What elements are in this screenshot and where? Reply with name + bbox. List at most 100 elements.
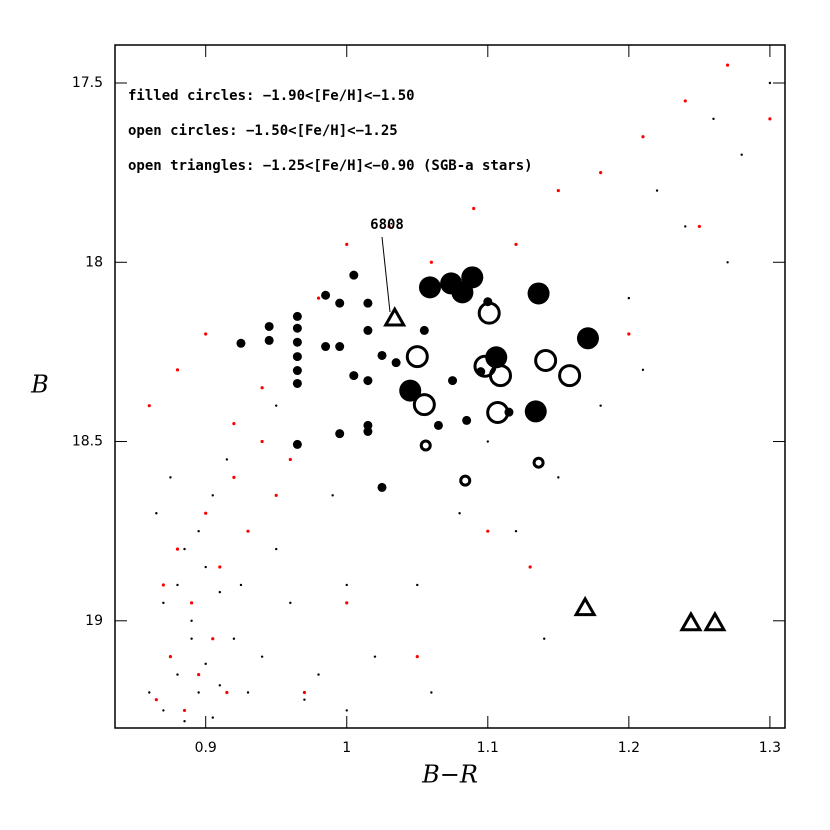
filled-circle <box>264 321 274 331</box>
filled-circle <box>264 335 274 345</box>
open-circle <box>488 364 512 388</box>
filled-circle <box>321 290 331 300</box>
field-star <box>168 655 173 659</box>
field-star <box>373 655 377 658</box>
field-star <box>204 511 208 515</box>
field-star <box>169 476 172 479</box>
filled-circle <box>292 352 302 362</box>
open-circle <box>558 364 582 388</box>
field-star <box>429 260 433 264</box>
field-star <box>189 601 194 605</box>
field-star <box>599 404 602 407</box>
field-star <box>683 99 687 103</box>
y-tick-label: 18.5 <box>72 434 103 450</box>
filled-circle <box>419 325 429 335</box>
filled-circle <box>292 378 302 388</box>
plot-frame <box>114 44 786 729</box>
field-star <box>712 117 715 121</box>
field-star <box>303 698 306 701</box>
field-star <box>204 565 207 569</box>
field-star <box>697 224 701 229</box>
field-star <box>472 206 476 211</box>
filled-circle <box>236 338 246 348</box>
field-star <box>183 547 186 551</box>
y-tick-label: 19 <box>85 613 103 629</box>
field-star <box>260 439 264 444</box>
filled-circle <box>377 350 387 360</box>
x-tick-label: 1.1 <box>477 740 499 756</box>
filled-circle <box>335 429 345 439</box>
filled-circle <box>363 298 373 308</box>
open-circle <box>419 439 432 452</box>
field-star <box>246 691 250 694</box>
field-star <box>246 529 250 533</box>
field-star <box>684 225 687 228</box>
field-star <box>176 583 179 587</box>
filled-circle <box>363 376 373 386</box>
field-star <box>225 690 229 695</box>
field-star <box>260 386 264 390</box>
field-star <box>288 457 292 462</box>
field-star <box>183 719 186 723</box>
x-axis-label: B−R <box>421 761 478 789</box>
field-star <box>726 261 729 264</box>
field-star <box>486 529 490 533</box>
cluster-label: 6808 <box>370 217 404 233</box>
field-star <box>302 690 307 695</box>
open-circle <box>405 345 429 369</box>
field-star <box>148 691 151 694</box>
filled-circle <box>335 342 345 352</box>
annotation: filled circles: −1.90<[Fe/H]<−1.50 <box>128 88 415 104</box>
field-star <box>197 672 201 677</box>
field-star <box>768 117 772 121</box>
marks <box>147 63 772 723</box>
field-star <box>274 493 278 497</box>
y-tick-label: 18 <box>85 254 103 270</box>
filled-circle <box>433 420 443 430</box>
field-star <box>162 709 165 712</box>
field-star <box>627 332 631 336</box>
field-star <box>211 637 215 641</box>
field-star <box>211 494 214 497</box>
field-star <box>543 637 546 640</box>
filled-circle <box>462 415 472 425</box>
filled-circle <box>292 323 302 333</box>
field-star <box>260 655 264 658</box>
field-star <box>627 296 631 300</box>
filled-circle <box>399 379 422 402</box>
field-star <box>162 601 165 605</box>
field-star <box>275 547 278 551</box>
field-star <box>197 691 200 694</box>
field-star <box>641 368 645 372</box>
field-star <box>416 583 419 587</box>
open-circle <box>459 474 472 487</box>
field-star <box>218 590 222 594</box>
field-star <box>317 673 320 676</box>
filled-circle <box>292 311 302 321</box>
filled-circle <box>363 325 373 335</box>
field-star <box>415 655 419 659</box>
field-star <box>218 565 222 569</box>
filled-circle <box>418 276 441 299</box>
field-star <box>232 475 236 479</box>
field-star <box>175 547 180 551</box>
open-triangle <box>383 306 407 327</box>
filled-circle <box>527 282 550 305</box>
field-star <box>232 637 236 640</box>
field-star <box>204 332 208 336</box>
x-tick-label: 1.3 <box>759 740 781 756</box>
field-star <box>599 171 603 175</box>
filled-circle <box>391 358 401 368</box>
field-star <box>430 691 433 694</box>
field-star <box>289 601 292 605</box>
field-star <box>331 494 334 497</box>
filled-circle <box>461 266 484 289</box>
field-star <box>161 583 165 587</box>
field-star <box>345 583 348 587</box>
filled-circle <box>448 376 458 386</box>
field-star <box>190 637 193 640</box>
x-tick-label: 1 <box>342 740 351 756</box>
field-star <box>211 716 214 719</box>
field-star <box>155 512 158 515</box>
